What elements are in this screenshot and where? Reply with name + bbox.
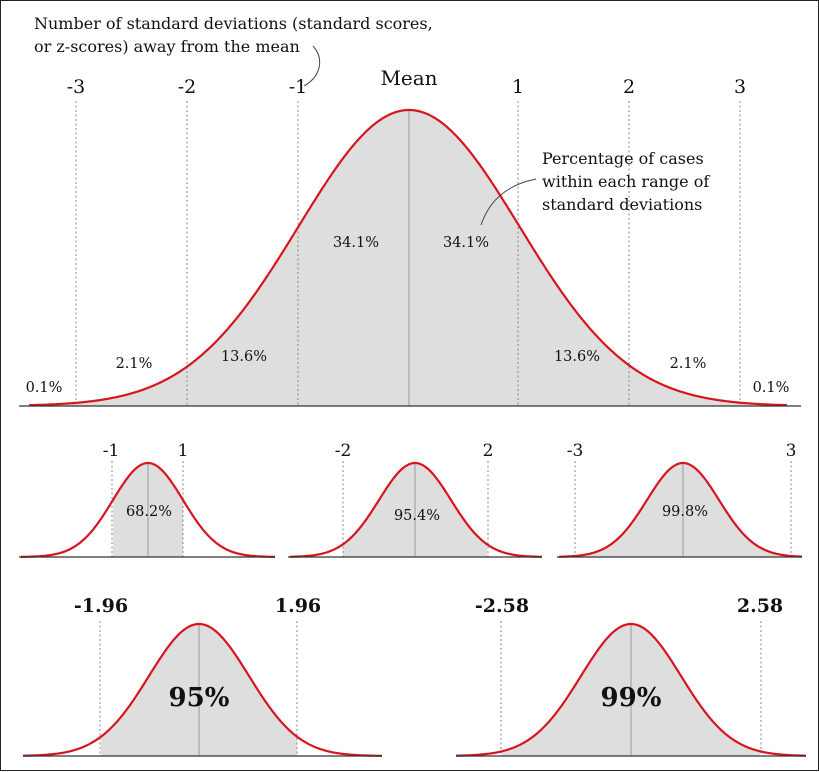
annotation-right-line-1: Percentage of cases <box>542 149 704 168</box>
confidence-curve-99-percent: 99% <box>601 683 662 713</box>
small-curve-1-percent: 68.2% <box>126 504 172 520</box>
small-curve-2-percent: 95.4% <box>394 508 440 524</box>
main-curve-shading <box>29 110 787 406</box>
small-curve-2-high-label: 2 <box>483 441 494 461</box>
pct-label-3: 34.1% <box>333 235 379 251</box>
annotation-top-line-1: Number of standard deviations (standard … <box>34 14 433 33</box>
confidence-curve-95-percent: 95% <box>169 683 230 713</box>
sd-label-plus-2: 2 <box>623 76 635 98</box>
small-curve-2: -2 2 95.4% <box>288 441 542 558</box>
sd-label-plus-3: 3 <box>734 76 746 98</box>
pct-label-5: 13.6% <box>554 349 600 365</box>
confidence-curve-99-high-label: 2.58 <box>737 595 783 617</box>
small-curve-3-percent: 99.8% <box>662 504 708 520</box>
confidence-curve-95-line <box>23 622 382 757</box>
small-curve-3-high-label: 3 <box>786 441 797 461</box>
confidence-curve-99: -2.58 2.58 99% <box>456 595 806 757</box>
small-curve-3-line <box>558 461 802 558</box>
main-bell-curve <box>29 108 787 407</box>
small-curve-3-low-label: -3 <box>567 441 584 461</box>
annotation-top-leader <box>303 45 321 87</box>
sd-label-minus-3: -3 <box>67 76 86 98</box>
sd-label-plus-1: 1 <box>512 76 524 98</box>
small-curve-3: -3 3 99.8% <box>557 441 802 558</box>
main-curve-group: -3 -2 -1 1 2 3 Mean 0.1% 2.1% 13.6% 34.1… <box>19 14 801 407</box>
annotation-top-line-2: or z-scores) away from the mean <box>34 37 300 56</box>
confidence-curve-99-line <box>456 622 806 757</box>
pct-label-2: 13.6% <box>221 349 267 365</box>
pct-label-1: 2.1% <box>116 356 153 372</box>
pct-label-0: 0.1% <box>26 380 63 396</box>
annotation-right-leader <box>480 178 537 226</box>
pct-label-6: 2.1% <box>670 356 707 372</box>
small-curve-2-line <box>290 461 542 558</box>
pct-label-4: 34.1% <box>443 235 489 251</box>
mean-label: Mean <box>380 66 437 90</box>
small-curve-1-line <box>21 461 275 558</box>
pct-label-7: 0.1% <box>753 380 790 396</box>
confidence-curve-95-high-label: 1.96 <box>275 595 321 617</box>
small-curve-1: -1 1 68.2% <box>19 441 275 558</box>
confidence-curve-99-low-label: -2.58 <box>475 595 529 617</box>
annotation-right-line-2: within each range of <box>542 172 710 191</box>
confidence-curve-95: -1.96 1.96 95% <box>23 595 382 757</box>
annotation-right-line-3: standard deviations <box>542 195 702 214</box>
confidence-curve-95-low-label: -1.96 <box>74 595 128 617</box>
small-curve-2-low-label: -2 <box>335 441 352 461</box>
sd-label-minus-2: -2 <box>178 76 197 98</box>
small-curve-1-high-label: 1 <box>178 441 189 461</box>
small-curve-1-low-label: -1 <box>103 441 120 461</box>
sd-label-minus-1: -1 <box>289 76 308 98</box>
